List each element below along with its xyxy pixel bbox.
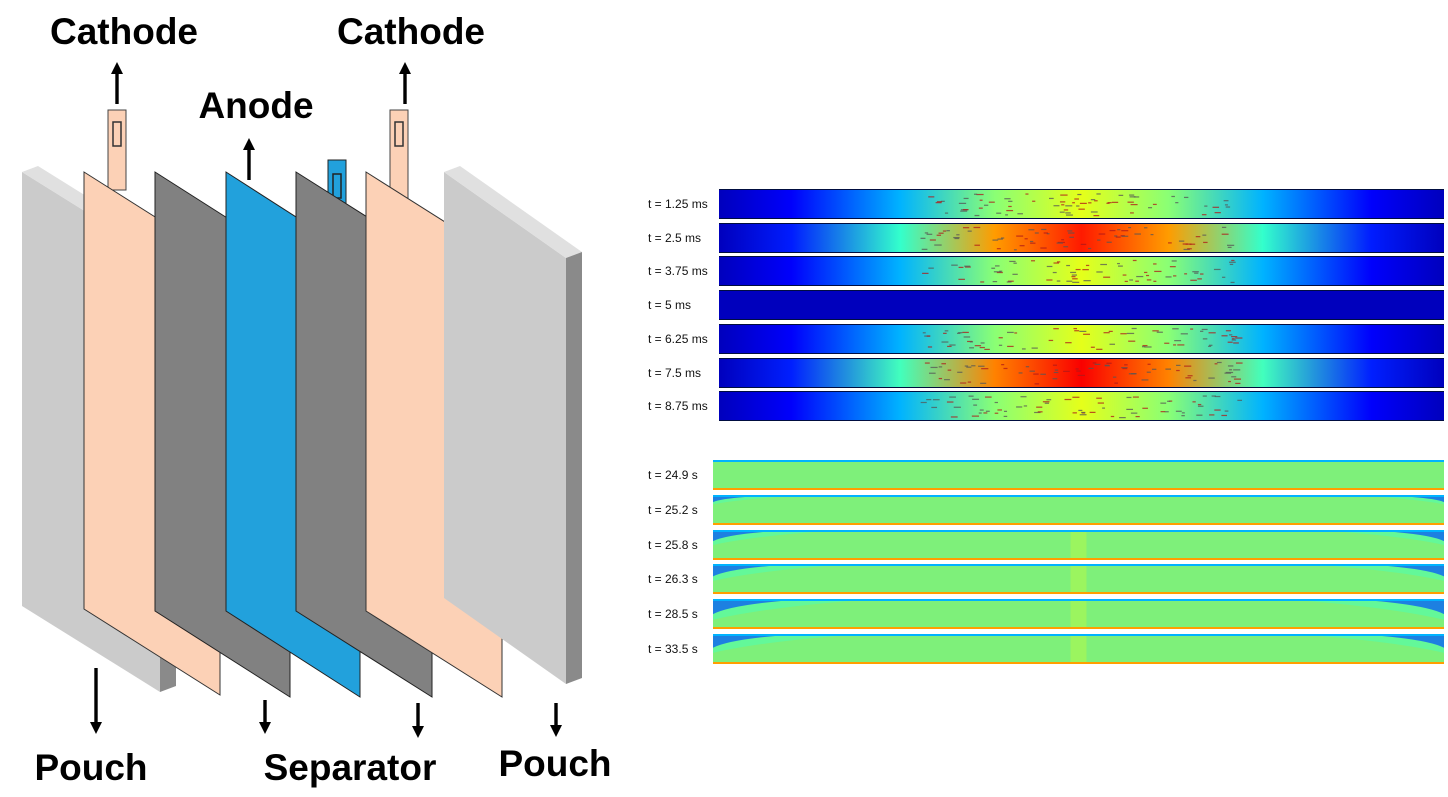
bottom-row-label: t = 25.8 s	[648, 538, 698, 552]
particle-dots	[928, 193, 1231, 217]
top-row-label: t = 8.75 ms	[648, 399, 708, 413]
bottom-field-strip	[713, 460, 1444, 490]
top-field-strip	[719, 391, 1444, 421]
particle-dots	[922, 259, 1236, 284]
bottom-row-label: t = 25.2 s	[648, 503, 698, 517]
edge-plumes	[713, 636, 1444, 662]
bottom-row-label: t = 26.3 s	[648, 572, 698, 586]
edge-plumes	[713, 532, 1444, 558]
label-pouch-right: Pouch	[498, 743, 611, 784]
top-field-strip	[719, 290, 1444, 320]
bottom-field-strip	[713, 530, 1444, 560]
bottom-field-strip	[713, 634, 1444, 664]
edge-plumes	[713, 601, 1444, 627]
top-row-label: t = 5 ms	[648, 298, 692, 312]
bottom-row-label: t = 24.9 s	[648, 468, 698, 482]
arrow-up-anode	[243, 138, 255, 180]
top-field-strip	[719, 223, 1444, 253]
label-anode: Anode	[198, 85, 313, 126]
label-cathode-left: Cathode	[50, 11, 198, 52]
particle-dots	[924, 361, 1243, 385]
bottom-field-strip	[713, 599, 1444, 629]
arrow-up-cathode-right	[399, 62, 411, 104]
arrow-down-pouch-right	[550, 703, 562, 737]
layer-pouch-right	[444, 166, 582, 684]
particle-dots	[920, 226, 1235, 251]
particle-dots	[920, 395, 1243, 419]
label-separator: Separator	[264, 747, 437, 788]
arrow-up-cathode-left	[111, 62, 123, 104]
top-field-strip	[719, 324, 1444, 354]
label-cathode-right: Cathode	[337, 11, 485, 52]
edge-plumes	[713, 497, 1444, 505]
battery-stack-diagram: Cathode Cathode Anode Pouch Separator Po…	[22, 11, 612, 788]
arrow-down-pouch-left	[90, 668, 102, 734]
top-field-strip	[719, 256, 1444, 286]
top-row-label: t = 3.75 ms	[648, 264, 708, 278]
bottom-row-label: t = 28.5 s	[648, 607, 698, 621]
bottom-field-strip	[713, 564, 1444, 594]
top-row-label: t = 6.25 ms	[648, 332, 708, 346]
top-field-strip	[719, 189, 1444, 219]
edge-plumes	[713, 566, 1444, 592]
arrow-down-separator-right	[412, 703, 424, 738]
top-row-label: t = 1.25 ms	[648, 197, 708, 211]
top-row-label: t = 2.5 ms	[648, 231, 702, 245]
top-field-strip	[719, 358, 1444, 388]
bottom-field-strip	[713, 495, 1444, 525]
top-row-label: t = 7.5 ms	[648, 366, 702, 380]
particle-dots	[922, 327, 1243, 351]
arrow-down-separator-left	[259, 700, 271, 734]
label-pouch-left: Pouch	[34, 747, 147, 788]
bottom-row-label: t = 33.5 s	[648, 642, 698, 656]
